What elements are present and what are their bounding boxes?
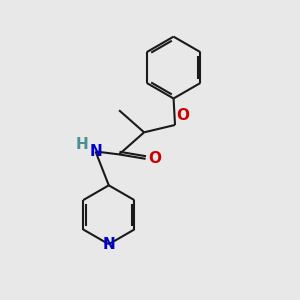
Text: O: O xyxy=(176,109,190,124)
Text: N: N xyxy=(102,237,115,252)
Text: O: O xyxy=(148,151,161,166)
Text: N: N xyxy=(89,144,102,159)
Text: H: H xyxy=(76,136,89,152)
